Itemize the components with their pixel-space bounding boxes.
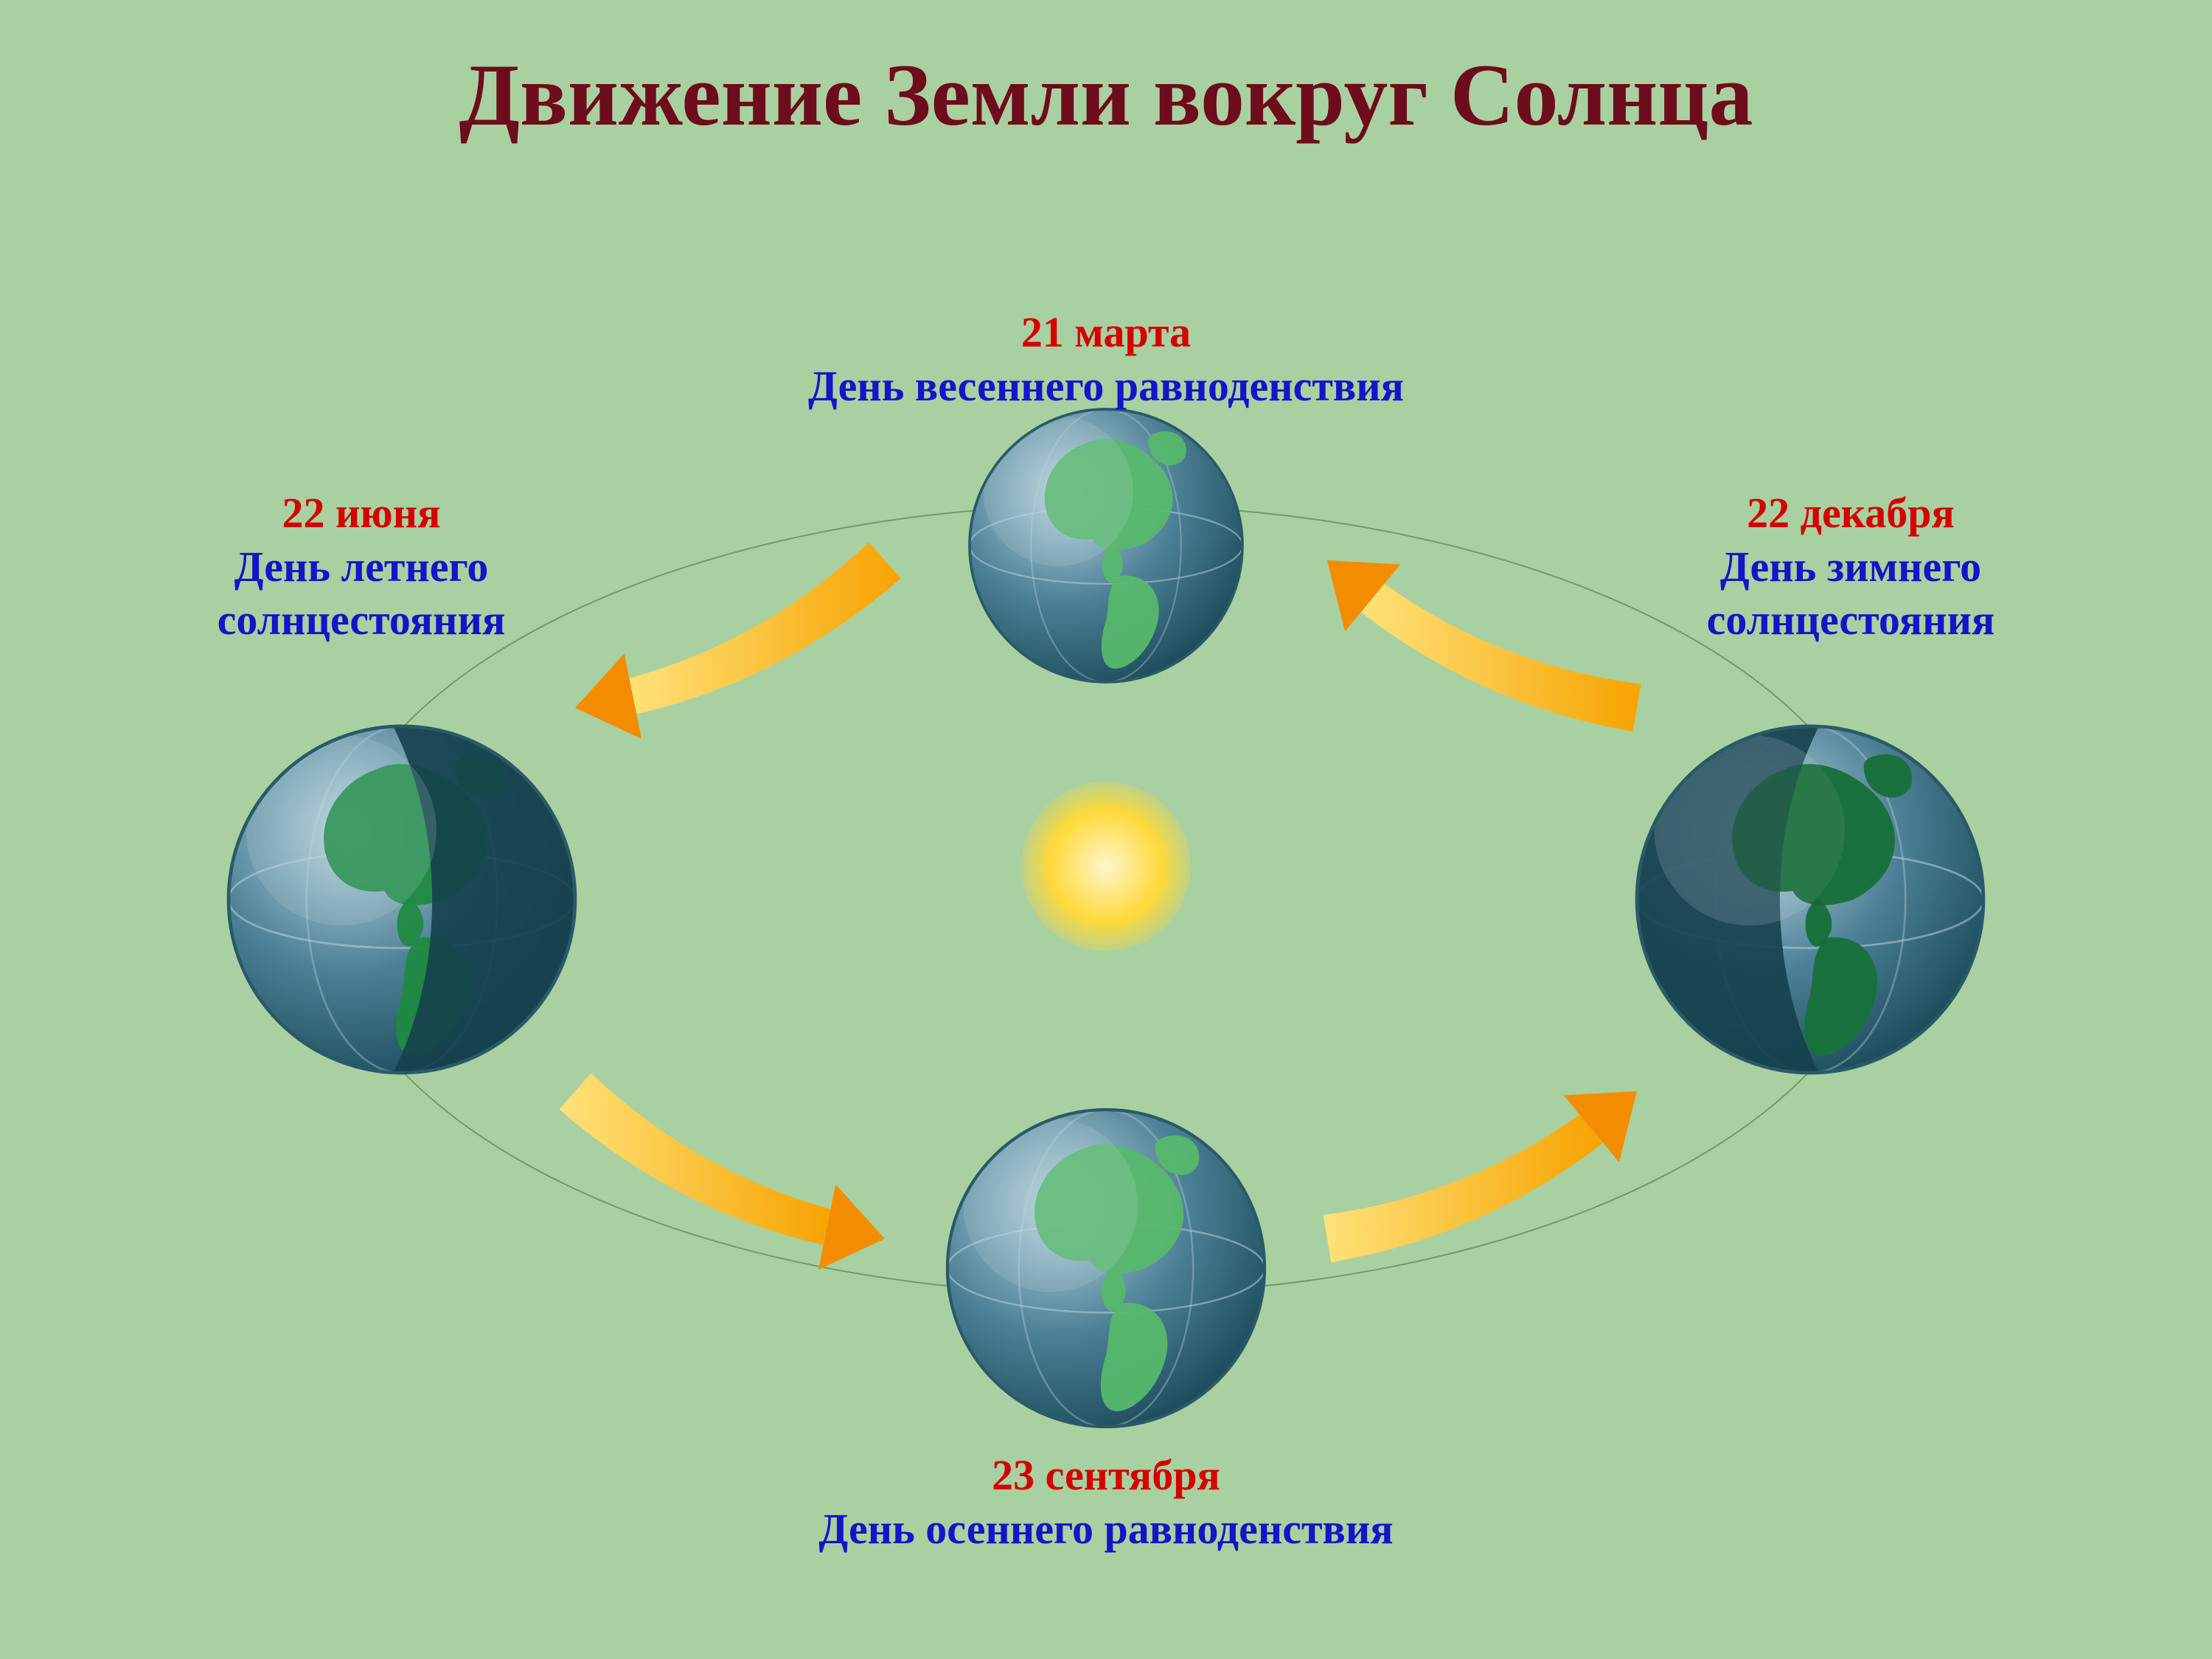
label-right: 22 декабряДень зимнего солнцестояния: [1571, 487, 2131, 647]
diagram-svg: [0, 0, 2212, 1659]
label-left: 22 июняДень летнего солнцестояния: [81, 487, 641, 647]
diagram-stage: Движение Земли вокруг Солнца 21 мартаДен…: [0, 0, 2212, 1659]
globe-left: [229, 726, 575, 1073]
label-date: 22 июня: [81, 487, 641, 540]
orbit-arrow-shaft: [1324, 1114, 1603, 1262]
label-desc: День зимнего солнцестояния: [1571, 540, 2131, 647]
label-date: 22 декабря: [1571, 487, 2131, 540]
globe-right: [1637, 726, 1983, 1073]
sun: [1021, 782, 1191, 951]
orbit-arrow-head: [818, 1184, 885, 1269]
label-date: 23 сентября: [708, 1449, 1504, 1503]
label-desc: День весеннего равноденствия: [708, 360, 1504, 414]
label-top: 21 мартаДень весеннего равноденствия: [708, 306, 1504, 413]
orbit-arrow-shaft: [560, 1074, 832, 1245]
label-desc: День летнего солнцестояния: [81, 540, 641, 647]
label-desc: День осеннего равноденствия: [708, 1503, 1504, 1557]
globe-top: [970, 409, 1242, 682]
label-bottom: 23 сентябряДень осеннего равноденствия: [708, 1449, 1504, 1556]
label-date: 21 марта: [708, 306, 1504, 360]
orbit-arrow-head: [575, 653, 641, 738]
orbit-arrow-shaft: [629, 543, 901, 714]
globe-bottom: [947, 1110, 1265, 1427]
